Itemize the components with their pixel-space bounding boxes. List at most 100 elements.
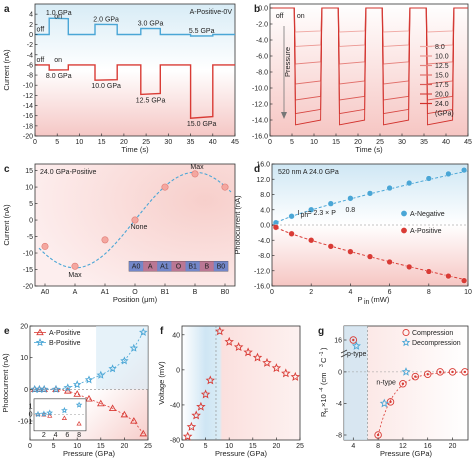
panel-c-inset-label: B bbox=[204, 263, 209, 270]
panel-d-formula-rhs: = 2.3 × P bbox=[307, 210, 336, 217]
panel-g-point-compression-core bbox=[401, 382, 405, 385]
panel-g-letter: g bbox=[318, 326, 324, 337]
panel-g-ylabel-part: -1 bbox=[319, 351, 325, 356]
panel-g-point-compression-core bbox=[463, 370, 467, 374]
panel-b-x-tick-label: 15 bbox=[332, 139, 340, 146]
panel-e-inset-ytick: -1 bbox=[26, 419, 32, 426]
panel-e-inset-point-b bbox=[75, 401, 83, 408]
panel-g-point-compression bbox=[436, 368, 444, 376]
panel-d-fit-negative bbox=[271, 170, 469, 226]
panel-a-y-tick-label: -8 bbox=[27, 73, 33, 80]
panel-a-y-tick-label: -20 bbox=[23, 134, 33, 141]
panel-e-x-tick-label: 0 bbox=[28, 443, 32, 450]
panel-g-point-compression-core bbox=[438, 370, 442, 374]
panel-a-pressure-label: 10.0 GPa bbox=[91, 83, 121, 90]
panel-c-inset-label: A bbox=[148, 263, 153, 270]
panel-g-ptype-label: p-type bbox=[347, 351, 367, 358]
panel-d-point bbox=[460, 167, 468, 174]
panel-e-blue-region bbox=[96, 326, 148, 390]
panel-e-x-tick-label: 20 bbox=[121, 443, 129, 450]
panel-d-point bbox=[288, 213, 295, 220]
panel-b-y-tick-label: -4.0 bbox=[256, 38, 268, 45]
panel-g-axis-break bbox=[340, 353, 348, 358]
panel-g-ylabel: RH×10 -4 (cm 3 C-1) bbox=[319, 347, 330, 417]
panel-g-point-compression-core bbox=[376, 433, 380, 437]
panel-d-legend-label: A-Negative bbox=[410, 211, 445, 218]
panel-g-point-decompression bbox=[401, 367, 411, 376]
panel-g-x-tick-label: 12 bbox=[399, 443, 407, 450]
panel-d-y-tick-label: -12.0 bbox=[254, 268, 270, 275]
panel-g-y-tick-label: 0 bbox=[338, 369, 342, 376]
panel-d-y-tick-label: 0.0 bbox=[260, 223, 270, 230]
panel-g-ylabel-part: C bbox=[319, 357, 328, 363]
panel-a-pressure-label: 5.5 GPa bbox=[189, 28, 215, 35]
panel-a-xlabel: Time (s) bbox=[121, 145, 149, 154]
panel-d-fit-positive bbox=[271, 224, 469, 281]
panel-a-on-label: on bbox=[54, 13, 62, 20]
panel-c-letter: c bbox=[4, 164, 10, 175]
panel-g-point-compression-core bbox=[389, 400, 392, 404]
panel-d-point bbox=[272, 224, 280, 231]
panel-a-ylabel: Current (nA) bbox=[2, 49, 11, 91]
panel-a-y-tick-label: 2 bbox=[29, 22, 33, 29]
panel-e-inset-point-b bbox=[61, 406, 68, 414]
panel-b-y-tick-label: 0.0 bbox=[258, 6, 268, 13]
panel-d-x-tick-label: 8 bbox=[427, 289, 431, 296]
panel-c-inset-label: B0 bbox=[217, 263, 226, 270]
panel-g-point-compression-core bbox=[352, 338, 355, 342]
panel-e-point-a bbox=[130, 417, 138, 424]
panel-a-y-tick-label: 0 bbox=[29, 32, 33, 39]
panel-d-x-tick-label: 4 bbox=[348, 289, 352, 296]
panel-e-point-b bbox=[108, 364, 117, 373]
panel-e-point-a bbox=[73, 390, 81, 397]
panel-g-ylabel-part: 3 bbox=[319, 364, 325, 367]
panel-f-frame bbox=[181, 325, 301, 441]
panel-f-point bbox=[214, 326, 225, 336]
panel-b-x-tick-label: 20 bbox=[354, 139, 362, 146]
panel-b-y-tick-label: -2.0 bbox=[256, 22, 268, 29]
panel-f-point bbox=[271, 363, 282, 373]
panel-e-point-b bbox=[51, 384, 61, 393]
panel-e-y-tick-label: 20 bbox=[20, 324, 28, 331]
panel-d-point bbox=[386, 258, 393, 266]
panel-a-y-tick-label: -18 bbox=[23, 123, 33, 130]
panel-f-x-tick-label: 0 bbox=[180, 443, 184, 450]
panel-d-point bbox=[288, 230, 295, 237]
panel-c-point bbox=[101, 236, 109, 244]
panel-b-legend-label: 15.0 bbox=[435, 73, 449, 80]
panel-a-pressure-label: 2.0 GPa bbox=[93, 16, 119, 23]
panel-c-y-tick-label: 0 bbox=[29, 218, 33, 225]
panel-e-inset-point-b bbox=[40, 410, 48, 417]
panel-c-inset-label: O bbox=[176, 263, 182, 270]
panel-g-x-tick-label: 16 bbox=[424, 443, 432, 450]
panel-g-ntype-label: n-type bbox=[376, 380, 396, 387]
panel-e-inset-point-a bbox=[47, 413, 53, 418]
panel-e-point-b bbox=[72, 380, 82, 389]
panel-d-title: 520 nm A 24.0 GPa bbox=[278, 169, 339, 176]
panel-b-pressure-arrowhead bbox=[281, 112, 287, 119]
panel-f-y-tick-label: 0 bbox=[176, 367, 180, 374]
panel-c-inset-segment bbox=[157, 261, 172, 272]
panel-a-y-tick-label: -16 bbox=[23, 113, 33, 120]
panel-e-inset-xtick: 6 bbox=[65, 432, 69, 439]
panel-c-y-tick-label: 15 bbox=[25, 168, 33, 175]
panel-d-letter: d bbox=[254, 164, 260, 175]
panel-d-point bbox=[308, 237, 315, 244]
panel-c-point bbox=[221, 183, 229, 191]
panel-d-point bbox=[327, 243, 334, 250]
panel-g-ylabel-part: (cm bbox=[319, 373, 328, 386]
panel-a-pressure-label: 1.0 GPa bbox=[46, 10, 72, 17]
panel-f-x-tick-label: 25 bbox=[296, 443, 304, 450]
panel-a-trace-top bbox=[35, 17, 235, 37]
panel-e-point-a bbox=[52, 385, 60, 392]
panel-g-point-compression bbox=[423, 370, 432, 379]
panel-d-y-tick-label: 12.0 bbox=[256, 177, 270, 184]
panel-c-inset-label: A1 bbox=[160, 263, 169, 270]
panel-d-xlabel-unit: (mW) bbox=[371, 295, 390, 304]
panel-c-title: 24.0 GPa-Positive bbox=[40, 169, 97, 176]
panel-f-point bbox=[262, 357, 272, 367]
panel-e-line bbox=[34, 332, 144, 390]
panel-c-xlabel: Position (μm) bbox=[113, 295, 158, 304]
panel-b-legend-label: 17.5 bbox=[435, 82, 449, 89]
panel-c-x-tick-label: B1 bbox=[161, 289, 170, 296]
